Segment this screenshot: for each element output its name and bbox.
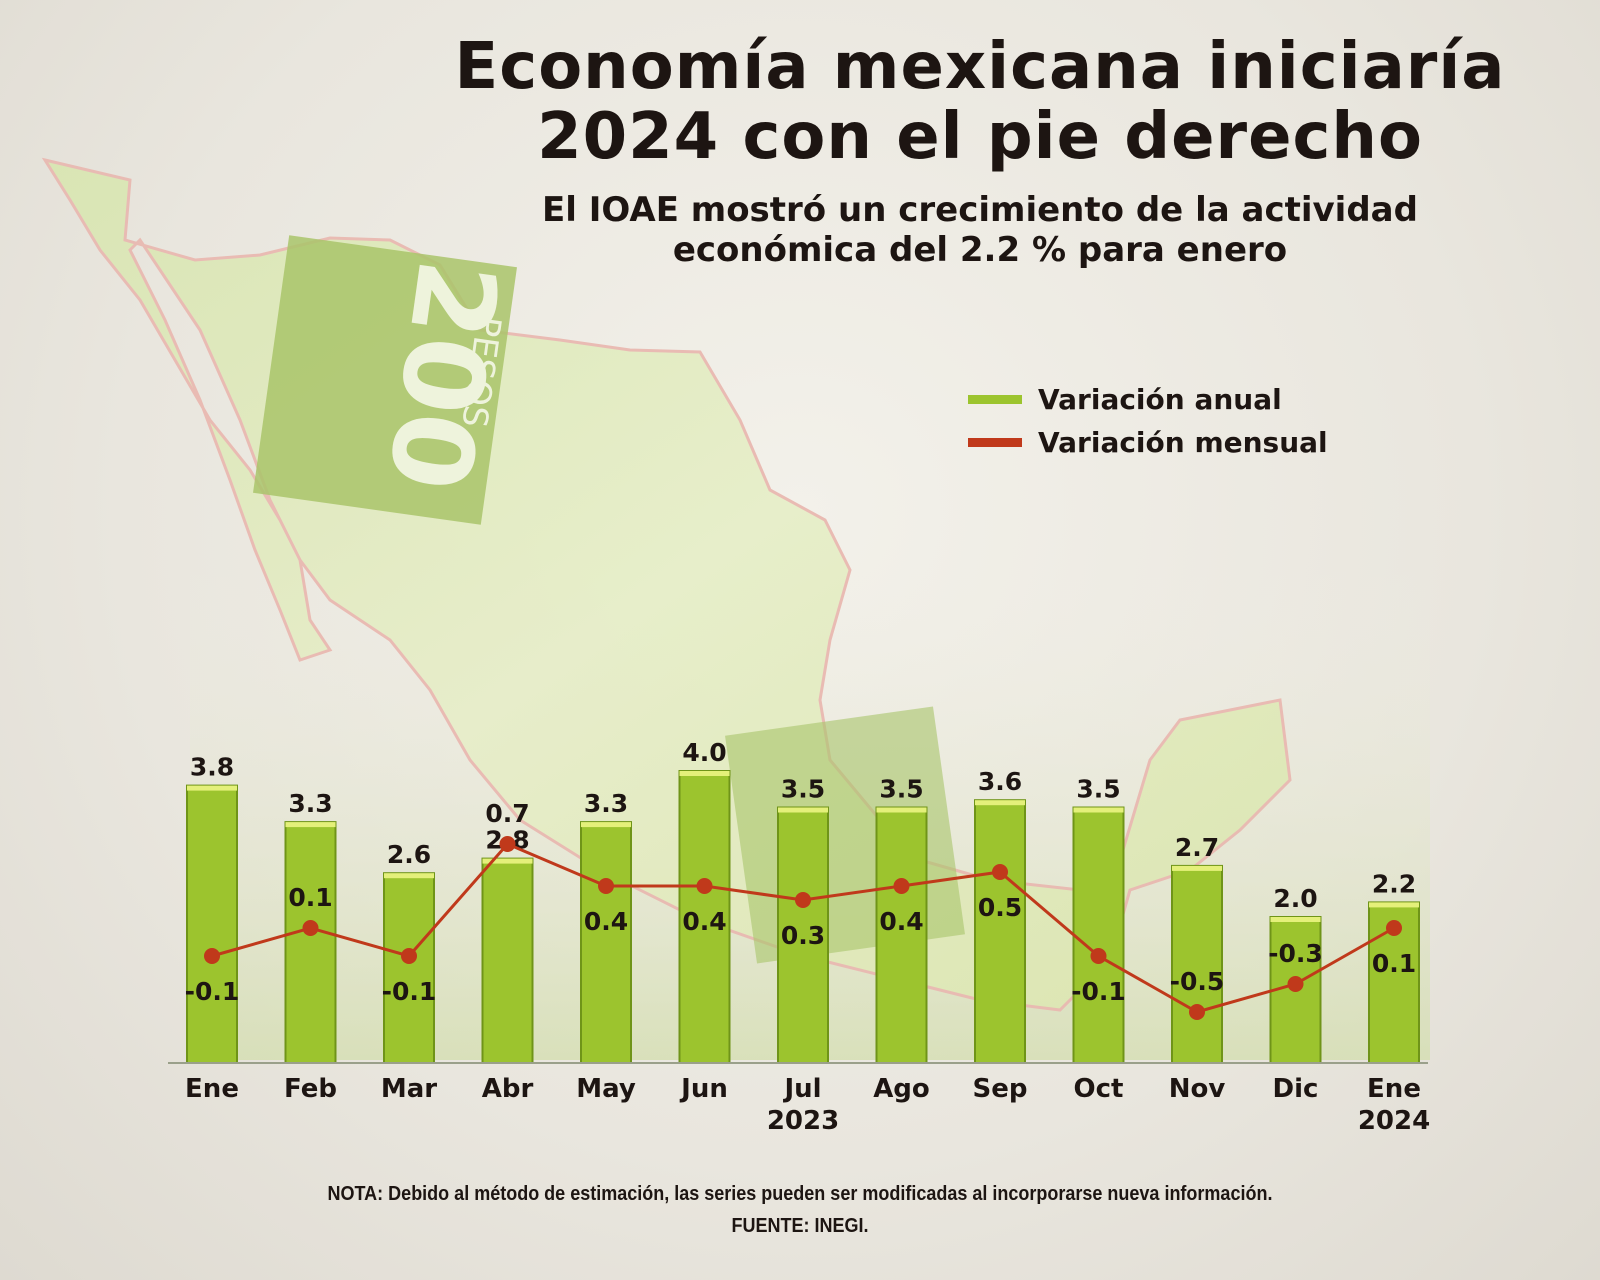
bar-anual-highlight-4 — [581, 822, 631, 828]
bar-anual-highlight-0 — [187, 785, 237, 791]
bar-anual-0 — [186, 784, 238, 1064]
x-tick-label-5: Jun — [679, 1074, 728, 1104]
x-tick-label-8: Sep — [973, 1074, 1028, 1104]
bar-anual-highlight-8 — [975, 800, 1025, 806]
chart-title-line-2: 2024 con el pie derecho — [537, 100, 1423, 174]
footer-nota: NOTA: Debido al método de estimación, la… — [327, 1183, 1273, 1205]
x-tick-label-7: Ago — [873, 1074, 930, 1104]
bar-label-anual-6: 3.5 — [781, 775, 825, 804]
bar-label-anual-10: 2.7 — [1175, 833, 1219, 862]
bar-label-anual-11: 2.0 — [1273, 884, 1317, 913]
bar-anual-2 — [383, 872, 435, 1065]
bar-label-anual-8: 3.6 — [978, 767, 1022, 796]
x-tick-label-3: Abr — [482, 1074, 534, 1104]
bar-anual-1 — [284, 821, 337, 1064]
legend-swatch-mensual — [968, 438, 1022, 447]
x-tick-label-1: Feb — [284, 1074, 337, 1104]
chart-subtitle-line-2: económica del 2.2 % para enero — [672, 230, 1288, 270]
footer-fuente: FUENTE: INEGI. — [731, 1215, 869, 1237]
x-tick-label-2: Mar — [381, 1074, 437, 1104]
point-label-mensual-8: 0.5 — [978, 893, 1022, 922]
bar-anual-highlight-11 — [1270, 917, 1321, 922]
point-label-mensual-5: 0.4 — [682, 907, 726, 936]
x-tick-label-0: Ene — [185, 1074, 239, 1104]
point-mensual-9 — [1090, 948, 1107, 964]
chart-subtitle-line-1: El IOAE mostró un crecimiento de la acti… — [542, 190, 1418, 230]
x-tick-label-10: Nov — [1169, 1074, 1226, 1104]
point-mensual-6 — [795, 892, 811, 908]
chart-subtitle: El IOAE mostró un crecimiento de la acti… — [420, 190, 1540, 270]
point-mensual-1 — [302, 920, 319, 936]
x-year-label-1: 2024 — [1358, 1106, 1430, 1136]
point-label-mensual-6: 0.3 — [781, 921, 825, 950]
bar-anual-8 — [974, 799, 1026, 1064]
point-mensual-0 — [204, 948, 220, 964]
bar-label-anual-0: 3.8 — [190, 753, 234, 782]
chart-legend: Variación anual Variación mensual — [968, 378, 1328, 464]
point-label-mensual-3: 0.7 — [485, 799, 529, 828]
x-tick-label-11: Dic — [1273, 1074, 1319, 1104]
bar-anual-4 — [580, 821, 632, 1064]
bar-anual-highlight-12 — [1369, 902, 1419, 908]
bar-label-anual-2: 2.6 — [387, 840, 431, 869]
bar-anual-3 — [481, 857, 534, 1064]
bar-label-anual-4: 3.3 — [584, 789, 628, 818]
point-mensual-10 — [1189, 1004, 1205, 1020]
legend-swatch-anual — [968, 395, 1022, 404]
point-mensual-12 — [1386, 920, 1402, 936]
bar-anual-highlight-7 — [876, 807, 927, 813]
bar-label-anual-1: 3.3 — [288, 789, 332, 818]
bar-anual-highlight-1 — [285, 822, 336, 828]
point-label-mensual-1: 0.1 — [288, 883, 332, 912]
bar-anual-highlight-5 — [679, 771, 730, 776]
point-mensual-2 — [401, 948, 417, 964]
legend-item-mensual: Variación mensual — [968, 421, 1328, 464]
bar-label-anual-7: 3.5 — [879, 775, 923, 804]
legend-item-anual: Variación anual — [968, 378, 1328, 421]
bar-anual-highlight-6 — [778, 807, 828, 813]
point-label-mensual-7: 0.4 — [879, 907, 923, 936]
point-mensual-7 — [893, 878, 910, 894]
legend-label-anual: Variación anual — [1038, 383, 1282, 416]
point-label-mensual-11: -0.3 — [1268, 939, 1323, 968]
point-label-mensual-0: -0.1 — [185, 977, 240, 1006]
chart-title: Economía mexicana iniciaría 2024 con el … — [380, 32, 1580, 172]
x-year-label-0: 2023 — [767, 1106, 839, 1136]
bar-anual-10 — [1171, 864, 1223, 1065]
bar-label-anual-9: 3.5 — [1076, 775, 1120, 804]
point-mensual-8 — [992, 864, 1008, 880]
bar-label-anual-5: 4.0 — [682, 738, 726, 767]
point-label-mensual-12: 0.1 — [1372, 949, 1416, 978]
chart-title-line-1: Economía mexicana iniciaría — [454, 30, 1506, 104]
x-tick-label-4: May — [576, 1074, 636, 1104]
bar-anual-9 — [1072, 806, 1125, 1064]
bar-anual-highlight-3 — [482, 858, 533, 864]
bar-label-anual-12: 2.2 — [1372, 869, 1416, 898]
bar-anual-highlight-10 — [1172, 865, 1222, 871]
point-label-mensual-2: -0.1 — [382, 977, 437, 1006]
point-label-mensual-4: 0.4 — [584, 907, 628, 936]
point-mensual-11 — [1287, 976, 1304, 992]
bar-anual-6 — [777, 806, 829, 1064]
banknote-value: 200 — [363, 253, 522, 498]
banknote-panel — [253, 235, 517, 525]
bar-anual-highlight-9 — [1073, 807, 1124, 813]
legend-label-mensual: Variación mensual — [1038, 426, 1328, 459]
x-tick-label-12: Ene — [1367, 1074, 1421, 1104]
point-mensual-5 — [696, 878, 713, 894]
point-mensual-4 — [598, 878, 614, 894]
bar-anual-highlight-2 — [384, 873, 434, 879]
footer-note: NOTA: Debido al método de estimación, la… — [0, 1178, 1600, 1242]
x-tick-label-9: Oct — [1074, 1074, 1124, 1104]
point-label-mensual-9: -0.1 — [1071, 977, 1126, 1006]
x-tick-label-6: Jul — [782, 1074, 821, 1104]
point-mensual-3 — [499, 836, 516, 852]
point-label-mensual-10: -0.5 — [1170, 967, 1225, 996]
